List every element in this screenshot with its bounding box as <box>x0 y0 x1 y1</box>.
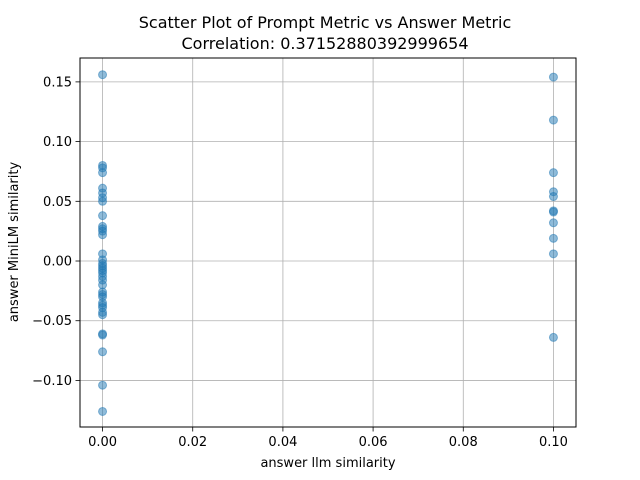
scatter-point <box>98 211 108 221</box>
y-ticks: −0.10 −0.05 0.00 0.05 0.10 0.15 <box>32 75 80 389</box>
scatter-point <box>98 70 108 80</box>
y-tick-label: −0.10 <box>32 374 72 389</box>
data-points <box>98 70 558 416</box>
scatter-point <box>548 233 558 243</box>
y-tick-label: 0.10 <box>43 135 72 150</box>
x-axis-label: answer llm similarity <box>260 456 395 471</box>
scatter-point <box>548 192 558 202</box>
x-tick-label: 0.04 <box>268 435 297 450</box>
y-tick-label: 0.00 <box>43 255 72 270</box>
x-tick-label: 0.06 <box>359 435 388 450</box>
scatter-point <box>98 196 108 206</box>
scatter-point <box>98 347 108 357</box>
scatter-point <box>548 115 558 125</box>
scatter-point <box>548 218 558 228</box>
scatter-point <box>98 380 108 390</box>
plot-frame <box>79 57 577 428</box>
x-tick-label: 0.02 <box>178 435 207 450</box>
scatter-point <box>548 72 558 82</box>
scatter-point <box>548 168 558 178</box>
scatter-point <box>548 332 558 342</box>
y-tick-label: 0.05 <box>43 195 72 210</box>
chart-title: Scatter Plot of Prompt Metric vs Answer … <box>139 13 512 32</box>
scatter-point <box>98 230 108 240</box>
x-tick-label: 0.00 <box>88 435 117 450</box>
chart-subtitle: Correlation: 0.37152880392999654 <box>181 34 468 53</box>
y-tick-label: 0.15 <box>43 75 72 90</box>
x-tick-label: 0.08 <box>449 435 478 450</box>
scatter-point <box>98 330 108 340</box>
scatter-point <box>98 168 108 178</box>
y-axis-label: answer MiniLM similarity <box>7 162 22 323</box>
x-ticks: 0.00 0.02 0.04 0.06 0.08 0.10 <box>88 427 568 450</box>
x-tick-label: 0.10 <box>539 435 568 450</box>
scatter-point <box>548 207 558 217</box>
scatter-point <box>548 249 558 259</box>
y-tick-label: −0.05 <box>32 314 72 329</box>
scatter-point <box>98 406 108 416</box>
scatter-point <box>98 310 108 320</box>
